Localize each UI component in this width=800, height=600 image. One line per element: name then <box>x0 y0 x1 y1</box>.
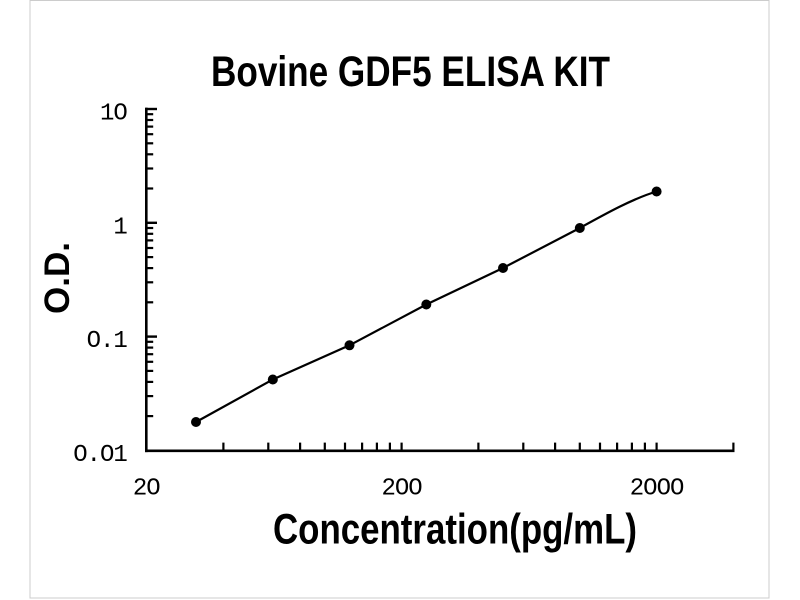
svg-text:O.1: O.1 <box>87 328 128 355</box>
svg-text:Bovine GDF5 ELISA KIT: Bovine GDF5 ELISA KIT <box>211 48 610 96</box>
svg-text:2OO: 2OO <box>381 475 422 502</box>
svg-text:1: 1 <box>113 214 127 241</box>
svg-text:2O: 2O <box>133 475 160 502</box>
svg-text:1O: 1O <box>100 101 127 128</box>
svg-text:2OOO: 2OOO <box>630 475 684 502</box>
svg-text:Concentration(pg/mL): Concentration(pg/mL) <box>273 506 637 554</box>
svg-text:O.O1: O.O1 <box>73 442 127 469</box>
svg-text:O.D.: O.D. <box>38 242 77 314</box>
